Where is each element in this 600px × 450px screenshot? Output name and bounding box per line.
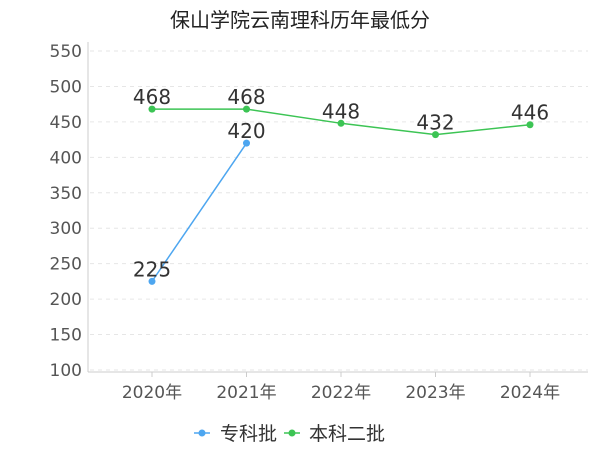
- x-axis-ticks: 2020年 2021年 2022年 2023年 2024年: [122, 372, 560, 403]
- y-tick-label: 350: [50, 184, 82, 204]
- x-tick-label: 2021年: [216, 383, 276, 403]
- y-tick-label: 550: [50, 42, 82, 62]
- legend: 专科批 本科二批: [194, 423, 385, 445]
- y-tick-label: 500: [50, 77, 82, 97]
- series-group: [148, 105, 534, 285]
- legend-label: 专科批: [220, 423, 277, 445]
- data-point: [432, 131, 439, 139]
- data-label: 446: [511, 101, 549, 125]
- x-tick-label: 2024年: [500, 383, 560, 403]
- y-axis-ticks: 100 150 200 250 300 350 400 450 500 550: [50, 42, 82, 381]
- data-point: [148, 105, 156, 113]
- data-point: [243, 105, 250, 113]
- data-label: 468: [133, 85, 171, 109]
- y-tick-label: 250: [50, 255, 82, 275]
- y-tick-label: 300: [50, 219, 82, 239]
- data-label: 468: [227, 85, 265, 109]
- data-label: 225: [133, 257, 171, 281]
- y-tick-label: 200: [50, 290, 82, 310]
- y-tick-label: 400: [50, 148, 82, 168]
- data-point: [337, 119, 345, 127]
- data-label: 432: [416, 111, 454, 135]
- data-label: 420: [227, 119, 265, 143]
- data-label: 448: [322, 99, 360, 123]
- y-tick-label: 150: [50, 326, 82, 346]
- series-line: [151, 142, 248, 282]
- data-point: [148, 277, 156, 285]
- chart-title: 保山学院云南理科历年最低分: [170, 8, 430, 32]
- y-tick-label: 100: [50, 361, 82, 381]
- data-point: [243, 139, 250, 147]
- legend-swatch-dot: [288, 429, 296, 437]
- legend-swatch-dot: [198, 429, 206, 437]
- x-tick-label: 2023年: [405, 383, 465, 403]
- data-labels: 225 420 468 468 448 432 446: [133, 85, 549, 281]
- y-tick-label: 450: [50, 113, 82, 133]
- x-tick-label: 2020年: [122, 383, 182, 403]
- axes: [87, 42, 588, 373]
- data-point: [526, 121, 534, 129]
- legend-label: 本科二批: [309, 423, 385, 445]
- x-tick-label: 2022年: [311, 383, 371, 403]
